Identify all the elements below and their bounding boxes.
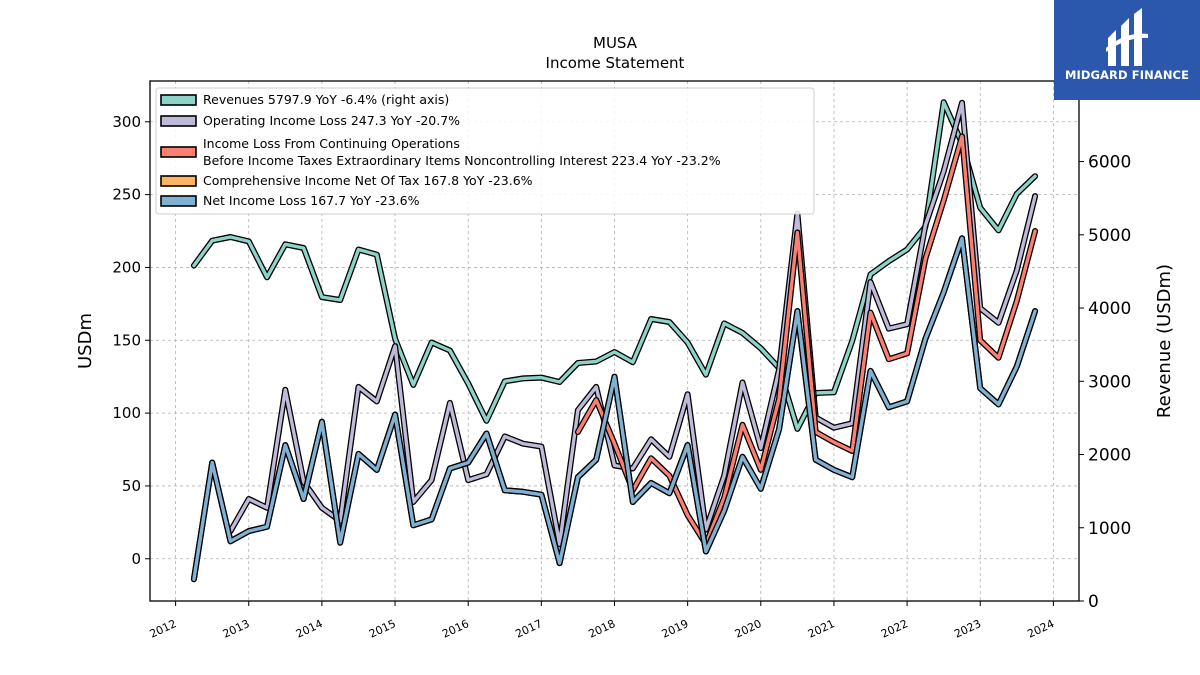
legend: Revenues 5797.9 YoY -6.4% (right axis) Op… (155, 87, 815, 215)
y-tick-label: 50 (122, 477, 141, 495)
logo-text: MIDGARD FINANCE (1064, 68, 1190, 82)
series-line-1 (228, 101, 1037, 546)
y-tick-label: 0 (131, 550, 141, 568)
legend-box (155, 87, 815, 215)
legend-swatch-1 (160, 115, 197, 127)
series-line-0 (192, 100, 1037, 431)
x-tick-label: 2023 (952, 617, 983, 641)
y-right-tick-label: 4000 (1088, 299, 1131, 319)
y-tick-label: 100 (112, 404, 141, 422)
y-right-tick-label: 2000 (1088, 446, 1131, 466)
y-right-tick-label: 6000 (1088, 153, 1131, 173)
legend-label-0: Revenues 5797.9 YoY -6.4% (right axis) (203, 92, 449, 107)
legend-label-3: Comprehensive Income Net Of Tax 167.8 Yo… (203, 173, 533, 188)
y-axis-right-label: Revenue (USDm) (1154, 264, 1175, 418)
legend-label-1: Operating Income Loss 247.3 YoY -20.7% (203, 113, 460, 128)
y-right-tick-label: 1000 (1088, 519, 1131, 539)
y-axis-label: USDm (75, 313, 96, 369)
x-tick-label: 2024 (1025, 617, 1056, 641)
series-group (190, 99, 1039, 583)
x-tick-label: 2021 (806, 617, 837, 641)
x-tick-label: 2013 (221, 617, 252, 641)
y-right-tick-label: 3000 (1088, 372, 1131, 392)
series-line-2 (576, 134, 1037, 546)
x-tick-label: 2015 (367, 617, 398, 641)
y-tick-label: 200 (112, 258, 141, 276)
chart-title: MUSA (593, 34, 638, 52)
x-tick-label: 2014 (294, 617, 325, 641)
legend-swatch-2 (160, 146, 197, 158)
x-tick-label: 2020 (733, 617, 764, 641)
brand-logo: MIDGARD FINANCE (1054, 0, 1200, 100)
x-tick-label: 2017 (513, 617, 544, 641)
y-right-tick-label: 5000 (1088, 226, 1131, 246)
x-tick-label: 2012 (148, 617, 179, 641)
y-tick-label: 150 (112, 331, 141, 349)
chart-subtitle: Income Statement (546, 54, 685, 72)
logo-mark-icon (1106, 8, 1148, 66)
y-tick-label: 250 (112, 186, 141, 204)
series-line-4 (192, 236, 1037, 581)
x-tick-label: 2016 (440, 617, 471, 641)
y-right-tick-label: 0 (1088, 592, 1099, 612)
x-tick-label: 2022 (879, 617, 910, 641)
y-tick-label: 300 (112, 113, 141, 131)
legend-swatch-3 (160, 175, 197, 187)
x-tick-label: 2018 (586, 617, 617, 641)
legend-label-2: Income Loss From Continuing Operations Be… (203, 136, 721, 168)
legend-label-4: Net Income Loss 167.7 YoY -23.6% (203, 193, 420, 208)
legend-swatch-4 (160, 195, 197, 207)
legend-swatch-0 (160, 94, 197, 106)
x-tick-label: 2019 (660, 617, 691, 641)
